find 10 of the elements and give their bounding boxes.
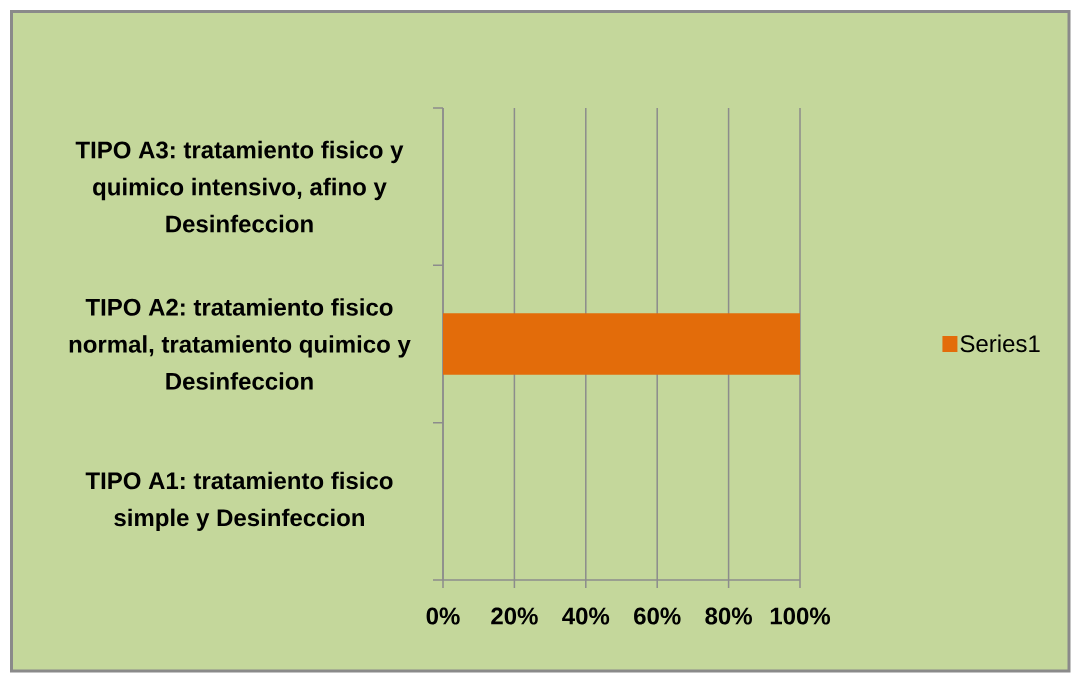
x-tick-label: 0% — [426, 607, 460, 625]
y-tick-label: TIPO A1: tratamiento fisico simple y Desinfeccion — [85, 471, 393, 532]
y-tick-label: TIPO A3: tratamiento fisico y quimico intensivo, afino y Desinfeccion — [75, 140, 404, 233]
y-tick-label: TIPO A2: tratamiento fisico normal, tratamiento quimico y Desinfeccion — [69, 298, 411, 390]
x-tick-label: 60% — [634, 607, 681, 625]
x-tick-label: 80% — [705, 607, 752, 625]
legend-label: Series1 — [960, 334, 1040, 353]
x-tick-label: 100% — [770, 607, 831, 625]
x-tick-label: 20% — [491, 607, 538, 625]
x-tick-label: 40% — [562, 607, 610, 625]
